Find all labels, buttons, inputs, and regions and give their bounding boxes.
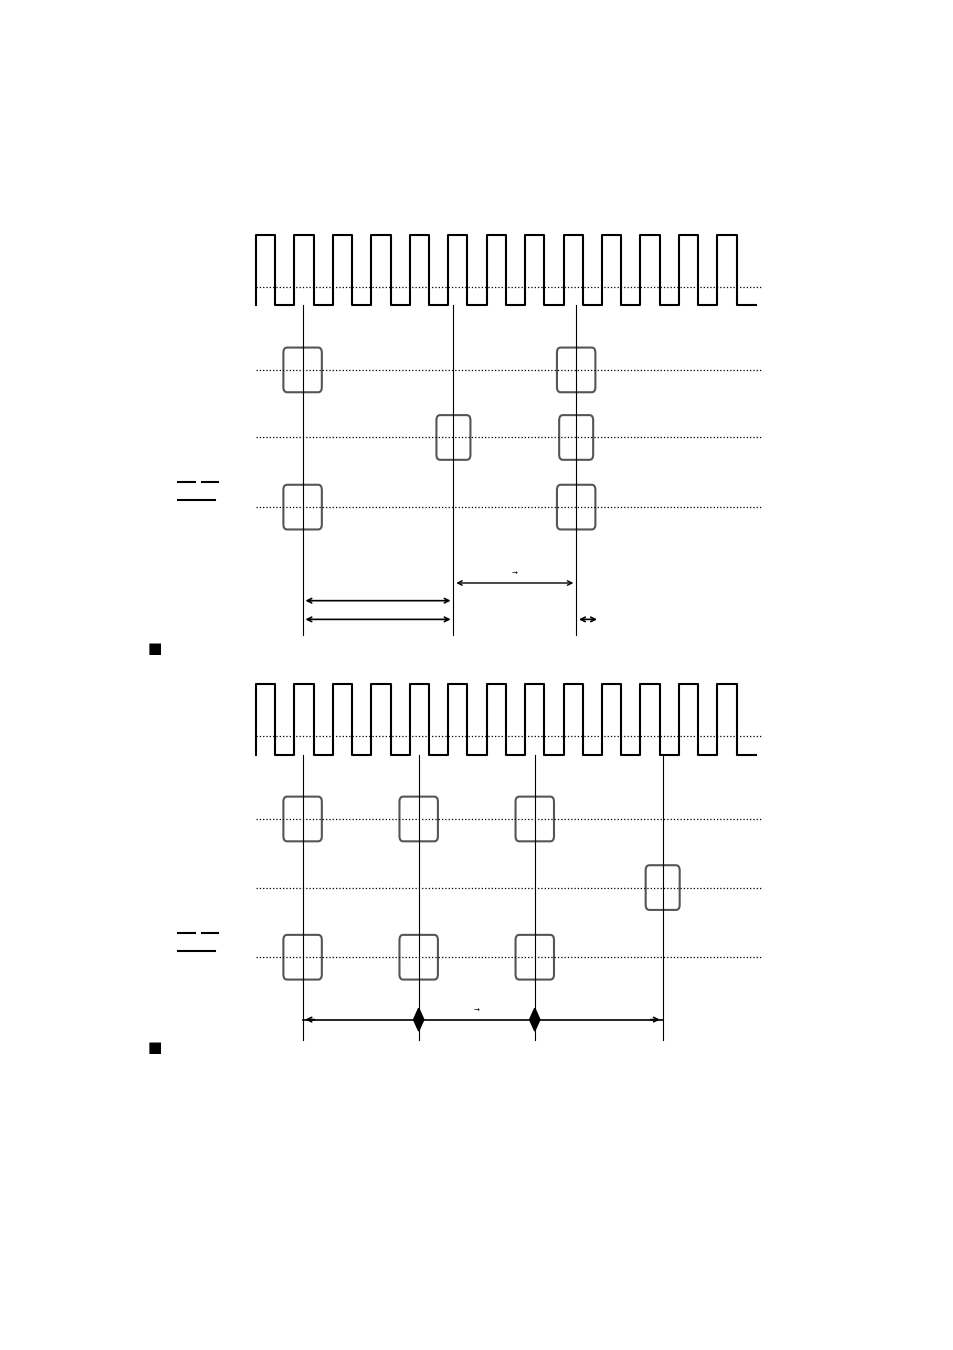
FancyBboxPatch shape xyxy=(645,865,679,910)
FancyBboxPatch shape xyxy=(558,414,593,460)
FancyBboxPatch shape xyxy=(283,347,321,393)
FancyBboxPatch shape xyxy=(515,796,554,841)
Text: →: → xyxy=(474,1007,479,1014)
FancyBboxPatch shape xyxy=(436,414,470,460)
FancyBboxPatch shape xyxy=(557,485,595,529)
FancyBboxPatch shape xyxy=(557,347,595,393)
Polygon shape xyxy=(413,1008,418,1031)
FancyBboxPatch shape xyxy=(283,485,321,529)
FancyBboxPatch shape xyxy=(515,934,554,980)
FancyBboxPatch shape xyxy=(399,934,437,980)
Text: ■: ■ xyxy=(147,641,162,656)
Polygon shape xyxy=(418,1008,423,1031)
FancyBboxPatch shape xyxy=(283,796,321,841)
Polygon shape xyxy=(529,1008,535,1031)
FancyBboxPatch shape xyxy=(283,934,321,980)
FancyBboxPatch shape xyxy=(399,796,437,841)
Polygon shape xyxy=(535,1008,539,1031)
Text: ■: ■ xyxy=(147,1040,162,1056)
Text: →: → xyxy=(512,571,517,576)
